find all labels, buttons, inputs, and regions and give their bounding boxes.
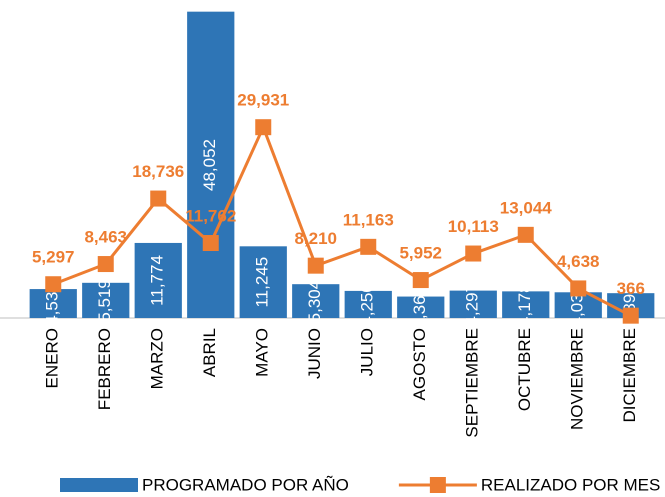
bar <box>344 290 392 318</box>
line-marker <box>622 307 639 324</box>
bar <box>292 284 340 318</box>
bar-value-label: 4,297 <box>463 283 482 326</box>
bar <box>239 246 287 318</box>
bar-value-label: 5,304 <box>305 280 324 323</box>
bar-value-label: 3,363 <box>410 286 429 329</box>
bar <box>449 290 497 318</box>
bar-value-label: 11,245 <box>253 257 272 308</box>
bar-value-label: 4,537 <box>43 282 62 325</box>
legend-label: PROGRAMADO POR AÑO <box>142 475 349 494</box>
line-value-label: 5,297 <box>32 248 75 267</box>
bar <box>187 11 235 319</box>
legend-swatch <box>60 478 138 492</box>
line-value-label: 366 <box>617 279 645 298</box>
line-marker <box>517 226 534 243</box>
bar <box>502 291 550 318</box>
x-tick-label: JUNIO <box>305 328 324 379</box>
line-marker <box>307 257 324 274</box>
x-tick-label: SEPTIEMBRE <box>463 328 482 438</box>
line-value-label: 11,163 <box>343 210 394 229</box>
bar <box>134 242 182 318</box>
x-tick-label: ENERO <box>43 328 62 388</box>
bar <box>82 282 130 318</box>
line-marker <box>150 190 167 207</box>
legend-swatch <box>429 477 446 493</box>
x-tick-label: ABRIL <box>200 328 219 377</box>
line-value-label: 13,044 <box>500 198 553 217</box>
bar <box>29 289 77 318</box>
x-tick-label: DICIEMBRE <box>620 328 639 422</box>
x-tick-label: OCTUBRE <box>515 328 534 411</box>
line-marker <box>97 256 114 273</box>
line-value-label: 8,210 <box>294 229 337 248</box>
x-tick-label: AGOSTO <box>410 328 429 400</box>
line-marker <box>202 235 219 252</box>
line-value-label: 11,762 <box>185 207 236 226</box>
line-marker <box>360 238 377 255</box>
line-value-label: 18,736 <box>132 162 184 181</box>
x-tick-label: FEBRERO <box>95 328 114 410</box>
line-marker <box>465 245 482 262</box>
x-tick-label: JULIO <box>358 328 377 376</box>
bar-value-label: 4,250 <box>358 283 377 326</box>
line-marker <box>45 276 62 293</box>
line-value-label: 29,931 <box>237 91 289 110</box>
bar-value-label: 11,774 <box>148 255 167 306</box>
line <box>52 123 632 317</box>
bar <box>397 296 445 318</box>
x-tick-label: MARZO <box>148 328 167 389</box>
legend-label: REALIZADO POR MES <box>481 475 660 494</box>
line-value-label: 4,638 <box>557 252 600 271</box>
line-value-label: 5,952 <box>399 244 442 263</box>
line-value-label: 8,463 <box>84 228 127 247</box>
x-tick-label: MAYO <box>253 328 272 377</box>
bar-value-label: 5,519 <box>95 279 114 322</box>
bar-value-label: 4,178 <box>515 283 534 326</box>
line-value-label: 10,113 <box>448 217 499 236</box>
x-tick-label: NOVIEMBRE <box>568 328 587 430</box>
line-marker <box>570 280 587 297</box>
line-marker <box>412 272 429 289</box>
line-marker <box>255 119 272 136</box>
bar-value-label: 48,052 <box>200 139 219 191</box>
